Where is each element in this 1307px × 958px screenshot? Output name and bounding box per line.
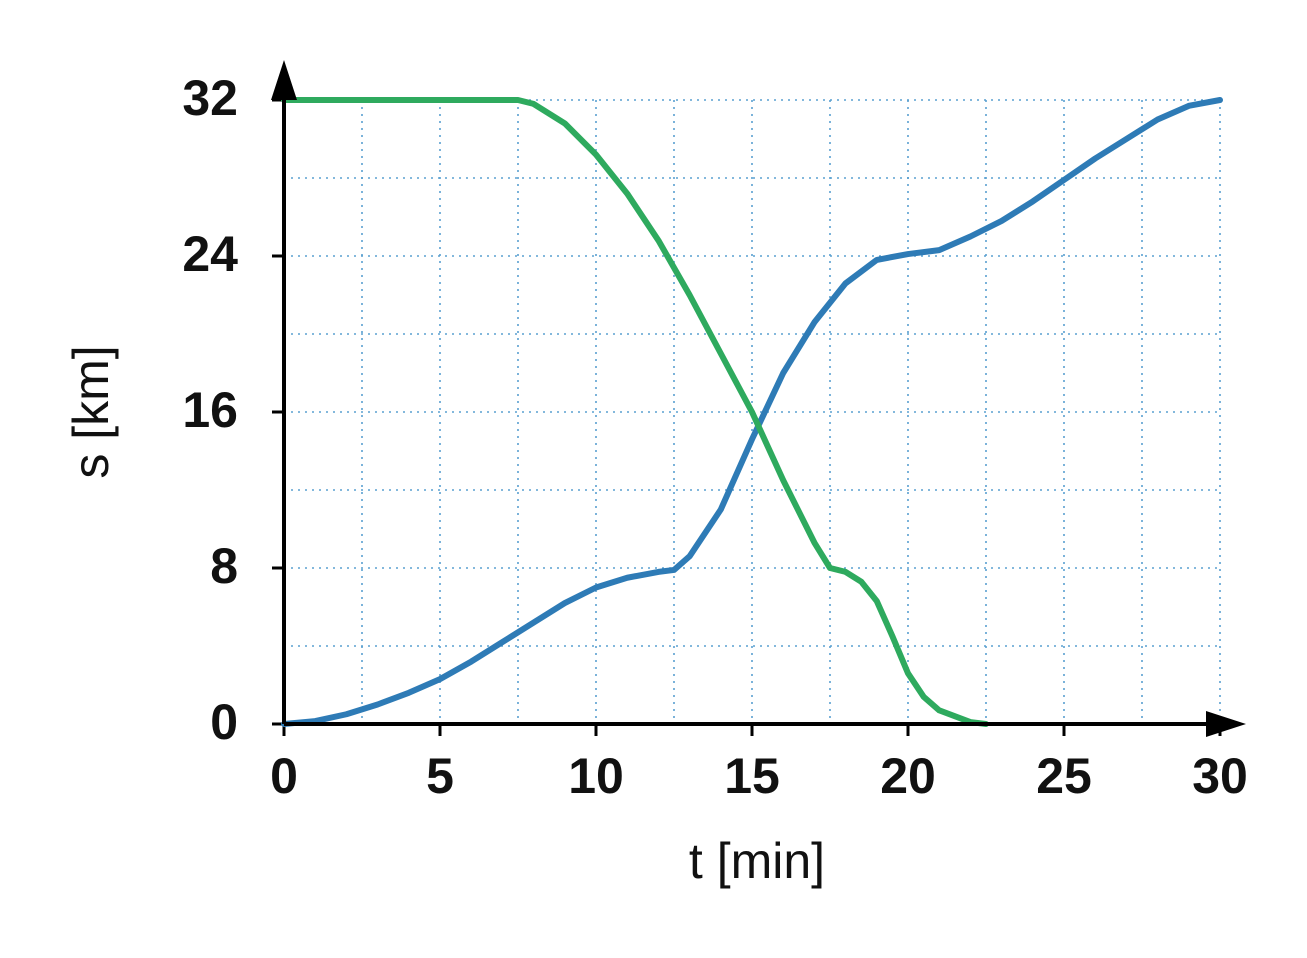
x-tick-label: 10 <box>568 748 624 804</box>
x-axis-arrow <box>1206 711 1246 737</box>
x-tick-label: 30 <box>1192 748 1248 804</box>
y-tick-label: 32 <box>182 70 238 126</box>
y-axis-arrow <box>271 60 297 100</box>
x-axis-title: t [min] <box>689 833 825 889</box>
x-tick-label: 5 <box>426 748 454 804</box>
y-tick-label: 0 <box>210 694 238 750</box>
x-tick-label: 0 <box>270 748 298 804</box>
data-line <box>281 97 1223 727</box>
x-tick-label: 25 <box>1036 748 1092 804</box>
x-tick-label: 15 <box>724 748 780 804</box>
y-tick-label: 16 <box>182 382 238 438</box>
y-tick-label: 8 <box>210 538 238 594</box>
data-line <box>281 97 989 727</box>
y-tick-label: 24 <box>182 226 238 282</box>
y-axis-title: s [km] <box>63 345 119 478</box>
x-tick-label: 20 <box>880 748 936 804</box>
